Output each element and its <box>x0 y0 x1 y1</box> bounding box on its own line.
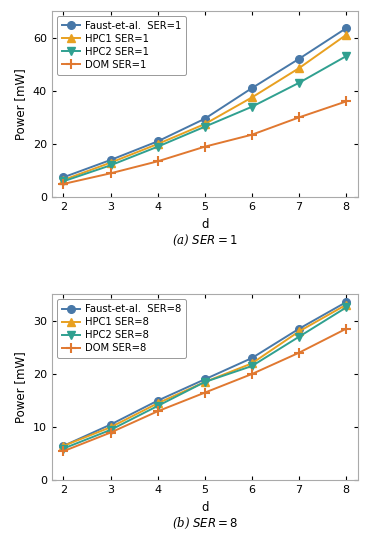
HPC1 SER=1 <box>203 121 207 127</box>
HPC2 SER=1 <box>61 178 66 185</box>
X-axis label: d: d <box>201 218 208 230</box>
HPC1 SER=1 <box>108 159 113 166</box>
DOM SER=1 <box>203 144 207 150</box>
Y-axis label: Power [mW]: Power [mW] <box>14 352 27 423</box>
HPC2 SER=8 <box>203 379 207 385</box>
HPC1 SER=8 <box>108 424 113 430</box>
DOM SER=8 <box>61 448 66 454</box>
Faust-et-al.  SER=8 <box>155 397 160 404</box>
Text: (a) $SER = 1$: (a) $SER = 1$ <box>172 233 238 248</box>
HPC2 SER=1 <box>297 80 301 86</box>
HPC2 SER=1 <box>203 123 207 130</box>
Faust-et-al.  SER=8 <box>61 443 66 449</box>
HPC1 SER=1 <box>250 94 254 100</box>
HPC1 SER=8 <box>61 443 66 449</box>
Y-axis label: Power [mW]: Power [mW] <box>14 68 27 140</box>
Line: Faust-et-al.  SER=8: Faust-et-al. SER=8 <box>60 298 350 450</box>
HPC2 SER=1 <box>155 144 160 150</box>
Text: (b) $SER = 8$: (b) $SER = 8$ <box>172 516 238 531</box>
Faust-et-al.  SER=1 <box>250 85 254 91</box>
Legend: Faust-et-al.  SER=8, HPC1 SER=8, HPC2 SER=8, DOM SER=8: Faust-et-al. SER=8, HPC1 SER=8, HPC2 SER… <box>57 299 186 358</box>
DOM SER=8 <box>250 371 254 377</box>
HPC1 SER=1 <box>155 141 160 147</box>
Faust-et-al.  SER=1 <box>203 115 207 122</box>
Line: HPC1 SER=1: HPC1 SER=1 <box>60 31 350 184</box>
Faust-et-al.  SER=8 <box>344 299 348 305</box>
HPC1 SER=8 <box>203 379 207 385</box>
HPC2 SER=1 <box>344 53 348 60</box>
DOM SER=1 <box>108 170 113 176</box>
HPC2 SER=8 <box>155 402 160 409</box>
HPC1 SER=8 <box>250 360 254 366</box>
Faust-et-al.  SER=1 <box>344 25 348 32</box>
Line: Faust-et-al.  SER=1: Faust-et-al. SER=1 <box>60 25 350 181</box>
DOM SER=8 <box>344 325 348 332</box>
DOM SER=1 <box>155 158 160 164</box>
HPC2 SER=8 <box>250 363 254 369</box>
Line: HPC2 SER=8: HPC2 SER=8 <box>60 304 350 452</box>
Faust-et-al.  SER=1 <box>61 174 66 181</box>
DOM SER=1 <box>61 181 66 187</box>
HPC2 SER=1 <box>108 162 113 169</box>
Faust-et-al.  SER=1 <box>297 56 301 62</box>
Faust-et-al.  SER=8 <box>108 422 113 428</box>
HPC2 SER=8 <box>61 445 66 452</box>
DOM SER=8 <box>297 349 301 356</box>
HPC2 SER=1 <box>250 104 254 110</box>
HPC1 SER=8 <box>344 301 348 308</box>
HPC2 SER=8 <box>108 426 113 433</box>
HPC1 SER=8 <box>297 328 301 335</box>
Line: DOM SER=1: DOM SER=1 <box>58 96 351 189</box>
X-axis label: d: d <box>201 501 208 514</box>
DOM SER=8 <box>155 408 160 414</box>
DOM SER=8 <box>203 389 207 396</box>
HPC2 SER=8 <box>297 334 301 340</box>
Faust-et-al.  SER=8 <box>203 376 207 383</box>
DOM SER=1 <box>344 98 348 105</box>
Line: DOM SER=8: DOM SER=8 <box>58 324 351 456</box>
DOM SER=1 <box>297 114 301 121</box>
HPC1 SER=1 <box>344 32 348 38</box>
Line: HPC2 SER=1: HPC2 SER=1 <box>60 52 350 185</box>
DOM SER=8 <box>108 429 113 436</box>
Faust-et-al.  SER=1 <box>108 157 113 163</box>
Line: HPC1 SER=8: HPC1 SER=8 <box>60 301 350 450</box>
Faust-et-al.  SER=1 <box>155 138 160 145</box>
Legend: Faust-et-al.  SER=1, HPC1 SER=1, HPC2 SER=1, DOM SER=1: Faust-et-al. SER=1, HPC1 SER=1, HPC2 SER… <box>57 16 186 75</box>
HPC2 SER=8 <box>344 304 348 311</box>
Faust-et-al.  SER=8 <box>297 325 301 332</box>
HPC1 SER=1 <box>61 177 66 183</box>
Faust-et-al.  SER=8 <box>250 355 254 361</box>
HPC1 SER=8 <box>155 400 160 407</box>
HPC1 SER=1 <box>297 65 301 72</box>
DOM SER=1 <box>250 132 254 138</box>
